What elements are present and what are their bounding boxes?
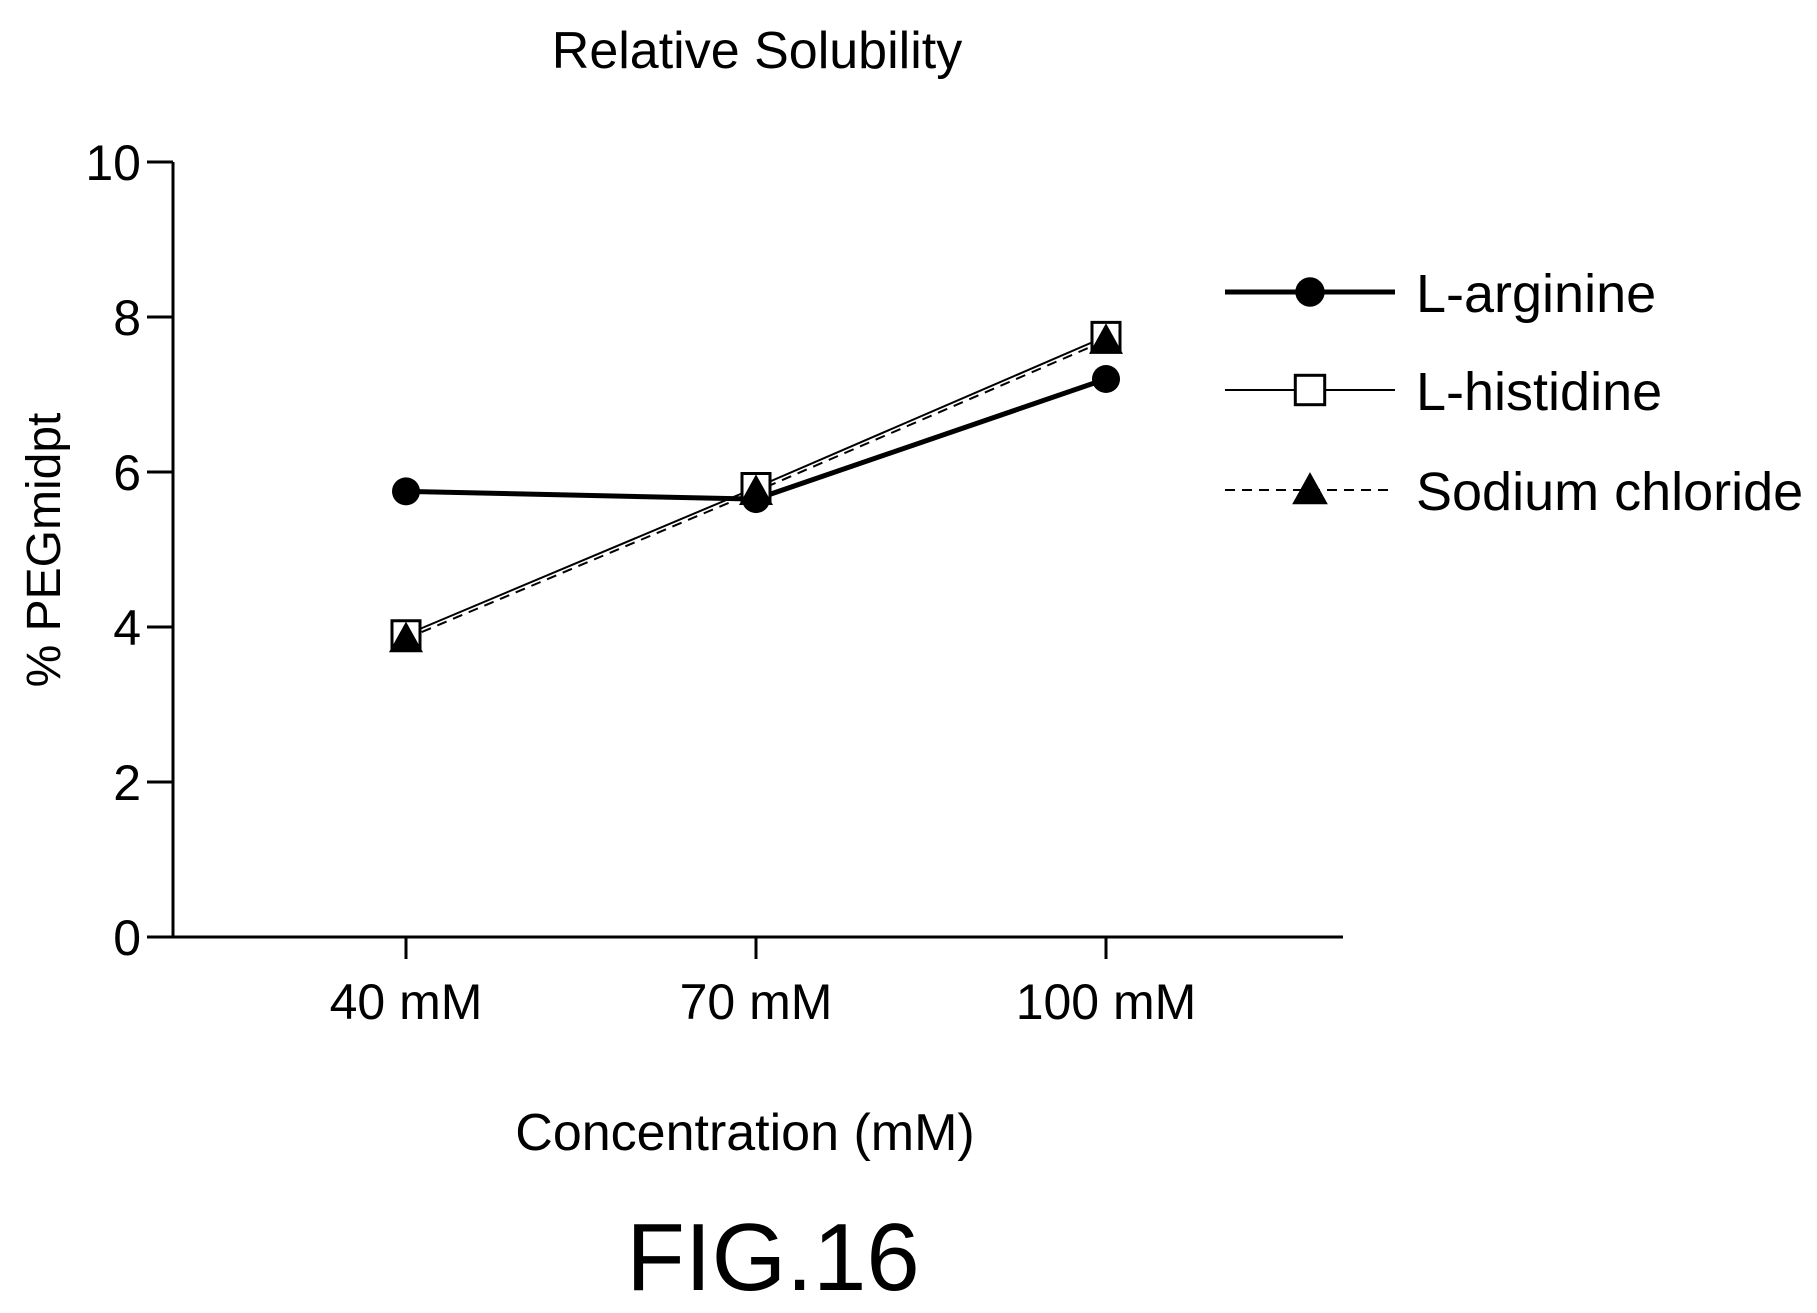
- series-2-point: [389, 621, 423, 653]
- y-axis-ticks: 0 2 4 6 8 10: [85, 135, 173, 966]
- x-tick-label: 100 mM: [1016, 974, 1197, 1030]
- x-tick-label: 40 mM: [330, 974, 483, 1030]
- y-tick-label: 0: [113, 910, 141, 966]
- legend: L-arginine L-histidine Sodium chloride: [1225, 264, 1803, 522]
- legend-marker: [1295, 277, 1325, 307]
- x-tick-label: 70 mM: [680, 974, 833, 1030]
- axes: [171, 162, 1343, 939]
- legend-label: L-histidine: [1416, 362, 1662, 422]
- y-tick-label: 10: [85, 135, 141, 191]
- y-tick-label: 2: [113, 755, 141, 811]
- y-tick-label: 8: [113, 290, 141, 346]
- y-tick-label: 4: [113, 600, 141, 656]
- legend-marker: [1293, 373, 1327, 407]
- y-tick-label: 6: [113, 445, 141, 501]
- series-layer: [389, 320, 1123, 653]
- legend-label: L-arginine: [1416, 264, 1656, 324]
- chart-title: Relative Solubility: [552, 22, 962, 80]
- series-2-point: [1089, 323, 1123, 354]
- legend-marker: [1292, 472, 1328, 505]
- series-0-point: [1092, 365, 1120, 393]
- figure-label: FIG.16: [626, 1204, 919, 1311]
- series-0-point: [392, 477, 420, 506]
- y-axis-label: % PEGmidpt: [18, 413, 71, 688]
- series-2-point: [739, 474, 773, 505]
- x-axis-ticks: 40 mM 70 mM 100 mM: [330, 937, 1197, 1030]
- legend-label: Sodium chloride: [1416, 462, 1803, 522]
- x-axis-label: Concentration (mM): [515, 1104, 974, 1162]
